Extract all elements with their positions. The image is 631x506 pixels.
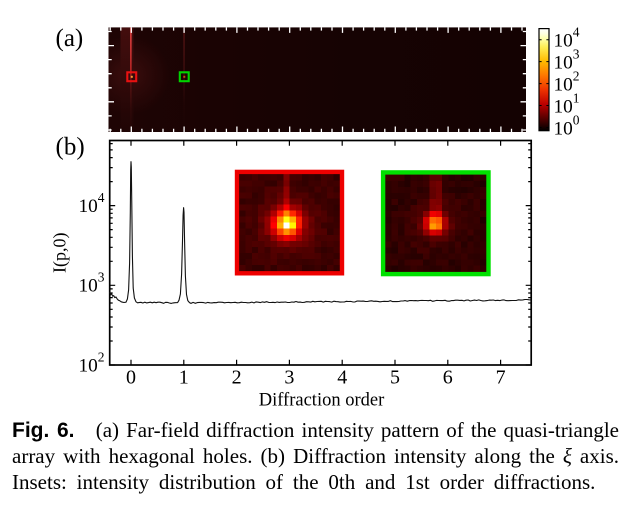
svg-text:I(p,0): I(p,0) — [50, 232, 71, 272]
svg-text:104: 104 — [78, 190, 104, 217]
svg-text:2: 2 — [232, 366, 242, 388]
svg-text:Diffraction order: Diffraction order — [259, 390, 385, 410]
svg-text:6: 6 — [443, 366, 453, 388]
svg-text:103: 103 — [78, 270, 104, 297]
svg-text:(a): (a) — [56, 25, 84, 52]
svg-text:3: 3 — [284, 366, 294, 388]
svg-text:4: 4 — [337, 366, 347, 388]
svg-text:1: 1 — [179, 366, 189, 388]
svg-text:102: 102 — [78, 349, 104, 376]
svg-text:(b): (b) — [56, 134, 85, 161]
svg-text:0: 0 — [126, 366, 136, 388]
svg-text:5: 5 — [390, 366, 400, 388]
svg-text:7: 7 — [496, 366, 506, 388]
